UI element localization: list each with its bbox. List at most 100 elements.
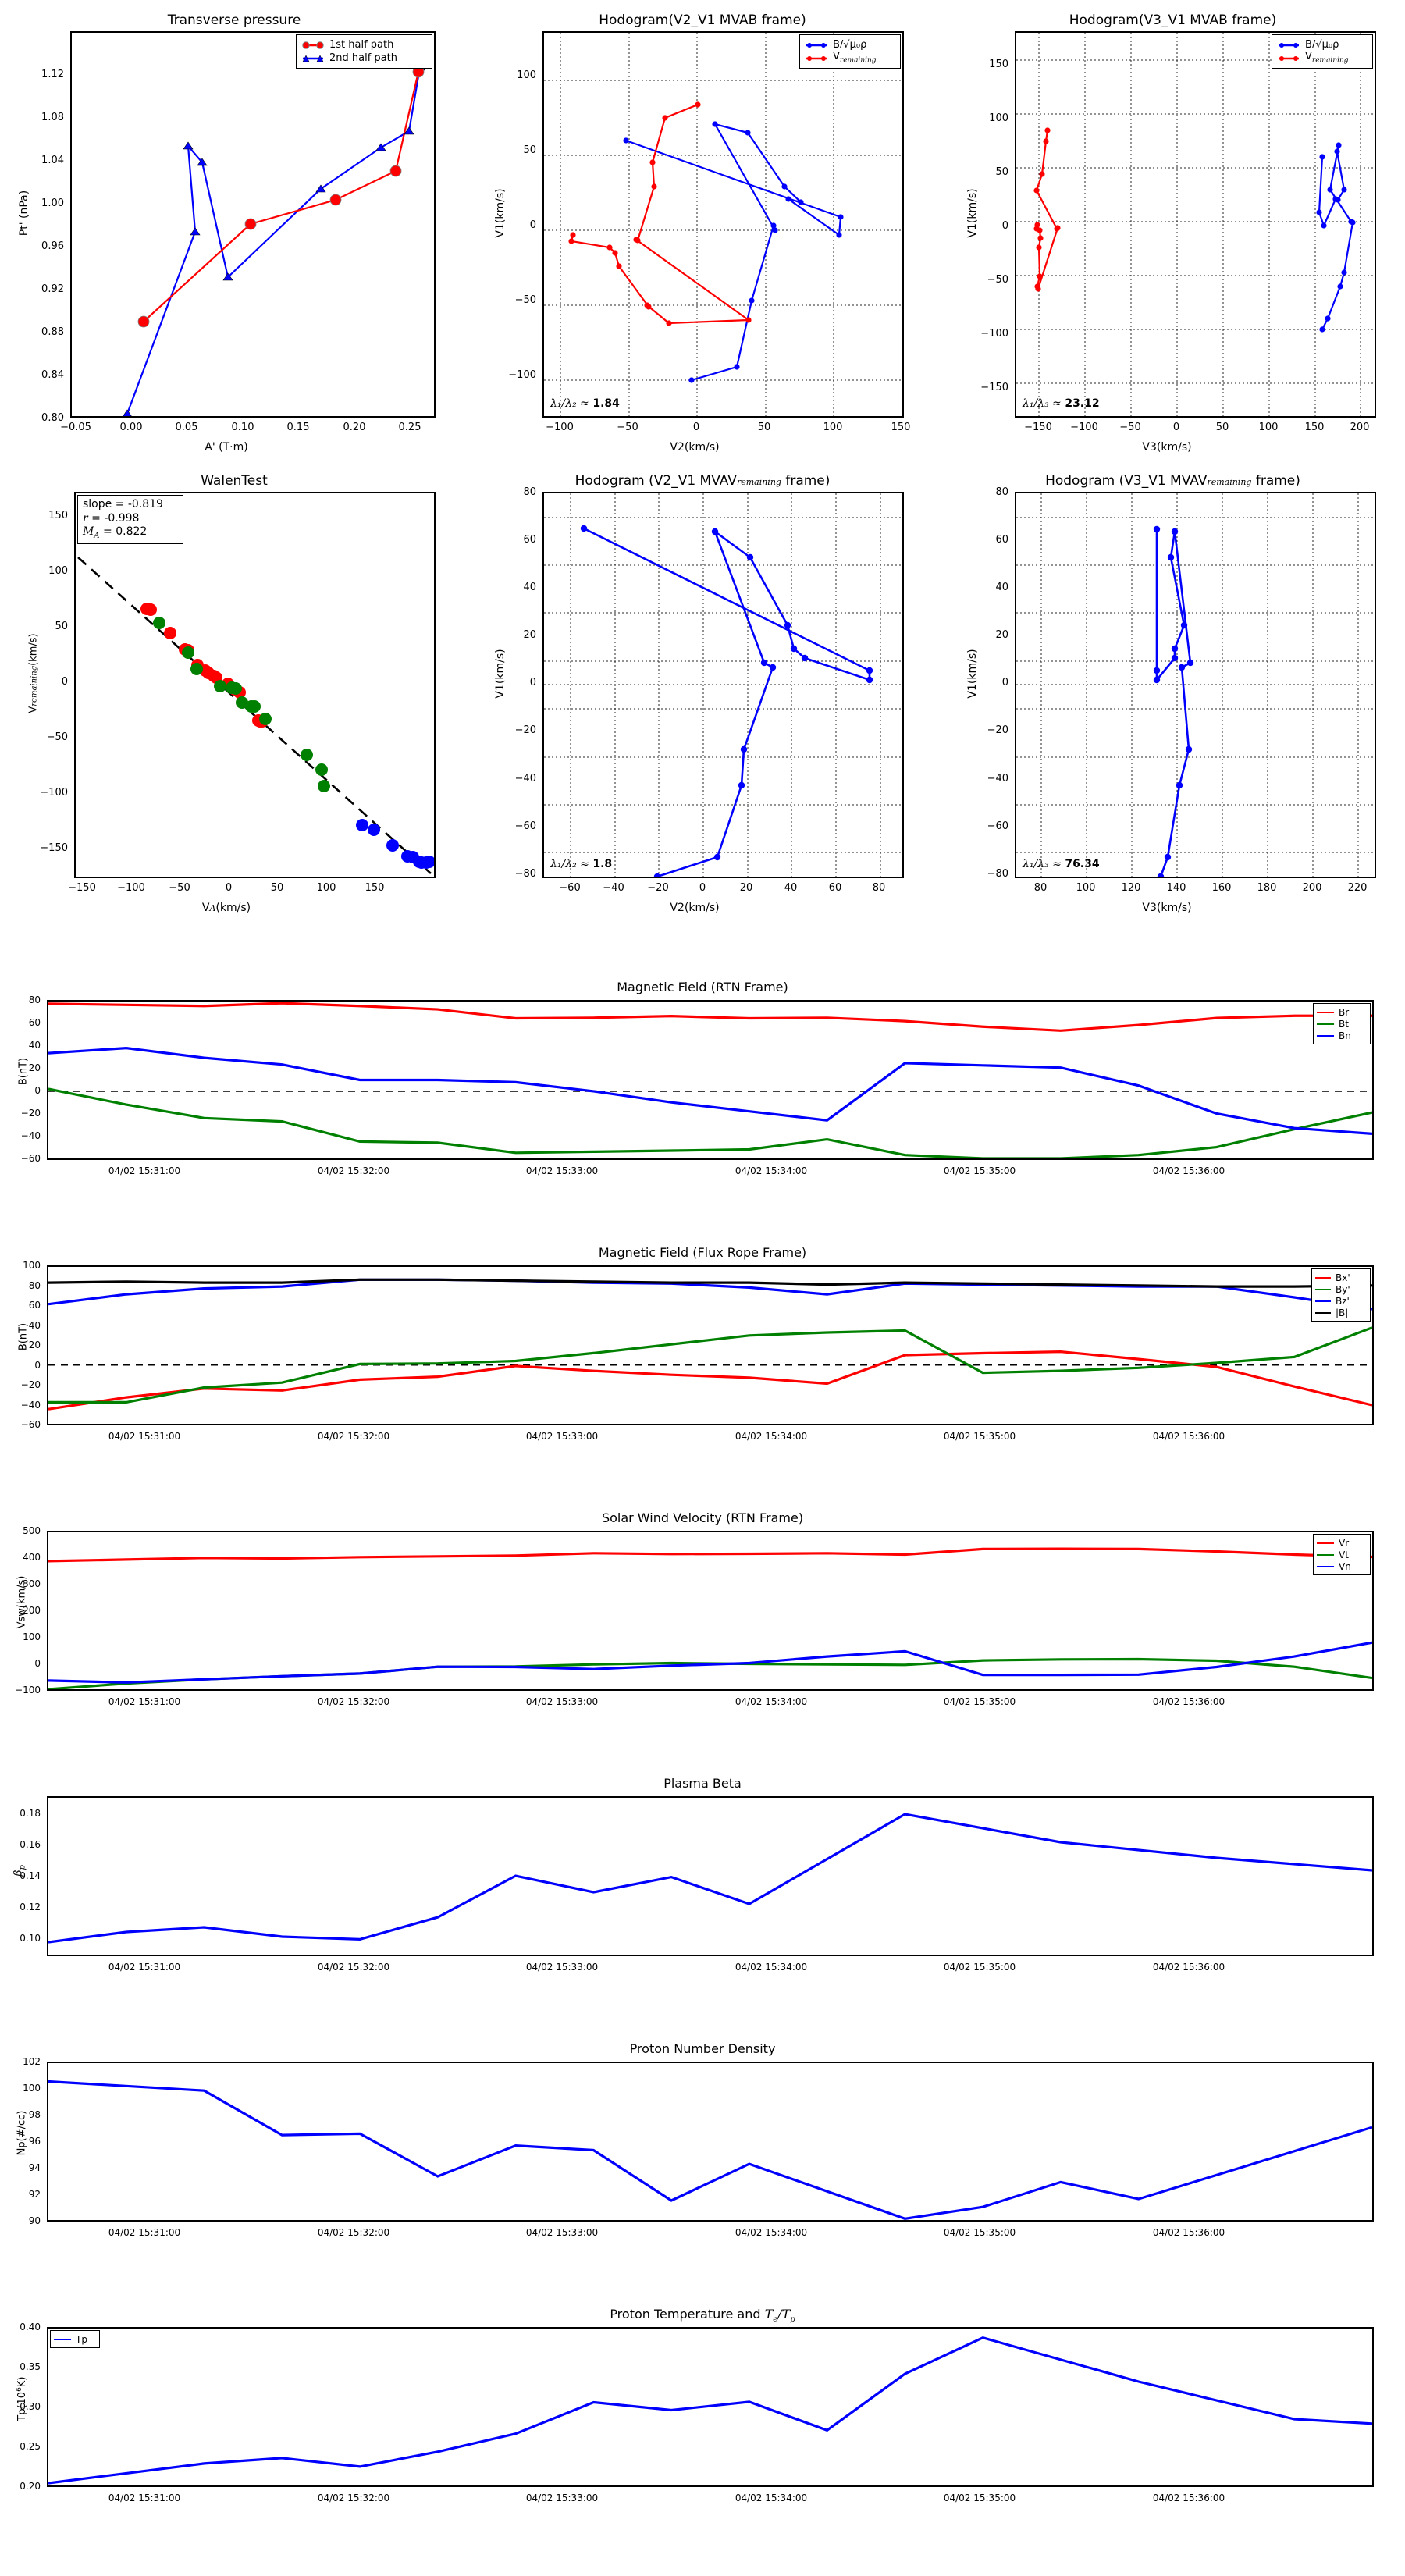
legend-item-bt: Bt [1317, 1018, 1367, 1030]
y-tick: 20 [28, 1062, 41, 1073]
x-tick: 04/02 15:35:00 [943, 2492, 1016, 2503]
x-tick: −100 [546, 422, 574, 433]
red-line-icon [1317, 1542, 1334, 1544]
y-tick: 1.12 [41, 69, 64, 80]
y-tick: −150 [980, 382, 1008, 393]
legend-label: 1st half path [329, 39, 394, 51]
y-tick: −40 [20, 1130, 41, 1141]
x-tick: 50 [1215, 422, 1229, 433]
series-canvas [48, 2336, 1372, 2485]
legend-label: B/√μ₀ρ [1305, 39, 1339, 51]
x-tick: 04/02 15:33:00 [525, 1165, 599, 1176]
series-canvas [48, 1547, 1372, 1689]
x-tick: 50 [757, 422, 771, 433]
x-tick: −60 [559, 882, 581, 894]
y-tick: 80 [995, 486, 1008, 498]
legend-label: Vremaining [833, 51, 877, 65]
x-tick: −100 [117, 882, 145, 894]
y-axis-label: Vremaining(km/s) [27, 633, 40, 713]
y-axis-label: V1(km/s) [966, 188, 979, 238]
legend-item-bmag: |B| [1315, 1307, 1367, 1318]
x-tick: 150 [365, 882, 385, 894]
legend-label: Vt [1339, 1549, 1349, 1560]
x-tick: 0.20 [343, 422, 366, 433]
x-tick: 150 [891, 422, 911, 433]
y-tick: 50 [995, 166, 1008, 178]
x-tick: 04/02 15:32:00 [317, 2227, 390, 2238]
x-tick: 04/02 15:35:00 [943, 1962, 1016, 1973]
legend-item-vr: Vr [1317, 1537, 1367, 1549]
y-tick: 0.10 [20, 1933, 41, 1944]
x-tick: 0 [692, 422, 700, 433]
y-tick: 1.04 [41, 155, 64, 166]
y-axis-label: V1(km/s) [494, 649, 507, 699]
x-tick: 04/02 15:33:00 [525, 1431, 599, 1442]
y-tick: 0 [529, 677, 536, 688]
x-tick: −20 [647, 882, 669, 894]
y-tick: −20 [20, 1108, 41, 1119]
y-tick: −20 [20, 1379, 41, 1390]
y-tick: 0 [1001, 220, 1008, 232]
x-tick: 150 [1304, 422, 1325, 433]
y-tick: 80 [28, 1280, 41, 1291]
series-canvas [544, 33, 902, 416]
series-canvas [544, 493, 902, 877]
x-axis-label: V3(km/s) [1142, 902, 1192, 914]
panel-title: Magnetic Field (RTN Frame) [617, 980, 788, 994]
x-tick: 04/02 15:34:00 [735, 1962, 808, 1973]
y-tick: 50 [55, 621, 68, 632]
panel-magnetic-field-flux-rope: Magnetic Field (Flux Rope Frame) B(nT) B… [0, 1245, 1405, 1503]
legend-label: B/√μ₀ρ [833, 39, 867, 51]
y-tick: 150 [48, 510, 68, 521]
y-tick: −40 [987, 773, 1008, 785]
legend-item-vn: Vn [1317, 1560, 1367, 1572]
y-tick: −80 [987, 868, 1008, 880]
y-tick: 0.20 [20, 2481, 41, 2492]
plot-area: slope = -0.819 r = -0.998 MA = 0.822 [74, 492, 436, 878]
y-tick: 0 [34, 1658, 41, 1669]
x-tick: 120 [1121, 882, 1141, 894]
y-tick: 92 [28, 2189, 41, 2200]
y-tick: 102 [23, 2056, 41, 2067]
x-tick: 04/02 15:31:00 [108, 1962, 181, 1973]
x-tick: 04/02 15:34:00 [735, 1165, 808, 1176]
x-tick: 04/02 15:36:00 [1152, 1165, 1225, 1176]
x-tick: 80 [1033, 882, 1048, 894]
panel-title: Proton Number Density [629, 2041, 776, 2056]
panel-magnetic-field-rtn: Magnetic Field (RTN Frame) B(nT) Br Bt [0, 980, 1405, 1237]
y-axis-label: B(nT) [17, 1322, 30, 1351]
legend-label: Bt [1339, 1018, 1349, 1030]
eigenvalue-ratio-annotation: λ₁/λ₂ ≈ 1.84 [550, 397, 620, 410]
x-tick: 50 [270, 882, 284, 894]
y-tick: 96 [28, 2136, 41, 2147]
stats-box: slope = -0.819 r = -0.998 MA = 0.822 [77, 495, 183, 545]
panel-hodogram-v3v1-mvav: Hodogram (V3_V1 MVAVremaining frame) V1(… [941, 468, 1405, 917]
x-tick: 0 [1172, 422, 1180, 433]
green-line-icon [1317, 1553, 1334, 1556]
y-tick: 40 [28, 1040, 41, 1051]
x-tick: 100 [316, 882, 336, 894]
x-axis-label: A' (T·m) [205, 441, 248, 454]
x-tick: 80 [872, 882, 886, 894]
x-tick: 100 [1258, 422, 1279, 433]
x-tick: 04/02 15:33:00 [525, 2227, 599, 2238]
triangle-marker-icon [301, 54, 325, 63]
x-tick: 04/02 15:35:00 [943, 1165, 1016, 1176]
x-tick: −100 [1070, 422, 1098, 433]
y-tick: 0.92 [41, 283, 64, 295]
red-line-icon [1317, 1011, 1334, 1013]
x-tick: 140 [1166, 882, 1186, 894]
y-tick: −20 [987, 724, 1008, 736]
x-tick: 04/02 15:31:00 [108, 1431, 181, 1442]
x-tick: 04/02 15:35:00 [943, 1696, 1016, 1707]
x-tick: 04/02 15:32:00 [317, 1962, 390, 1973]
x-tick: 04/02 15:34:00 [735, 1431, 808, 1442]
series-canvas [48, 2080, 1372, 2220]
panel-plasma-beta: Plasma Beta βp 0.18 0.16 0.14 0.12 0.10 … [0, 1776, 1405, 2033]
legend-item-bz: Bz' [1315, 1295, 1367, 1307]
legend-label: Bx' [1336, 1272, 1350, 1283]
x-tick: 0.10 [231, 422, 254, 433]
plot-area: Tp [47, 2327, 1374, 2487]
x-tick: 04/02 15:36:00 [1152, 2492, 1225, 2503]
